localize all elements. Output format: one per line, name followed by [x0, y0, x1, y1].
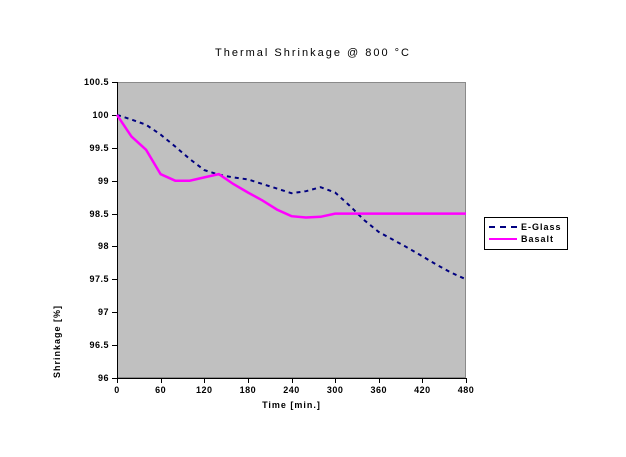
series-line-e-glass — [116, 113, 467, 281]
legend: E-Glass Basalt — [484, 217, 568, 250]
x-tick-label: 180 — [239, 385, 257, 395]
y-tick-label: 99.5 — [89, 142, 109, 153]
eglass-line-sample-icon — [489, 226, 517, 228]
x-tick-label: 120 — [195, 385, 213, 395]
y-tick-label: 98 — [97, 241, 109, 252]
x-tick-label: 300 — [326, 385, 344, 395]
chart-title: Thermal Shrinkage @ 800 °C — [215, 47, 411, 59]
x-tick-label: 0 — [114, 385, 120, 395]
legend-item-basalt: Basalt — [489, 233, 563, 245]
y-tick-label: 99 — [97, 175, 109, 186]
legend-label-eglass: E-Glass — [521, 222, 562, 232]
y-tick-label: 97.5 — [89, 274, 109, 285]
y-tick-label: 100.5 — [83, 77, 109, 87]
x-tick-label: 480 — [457, 385, 475, 395]
legend-item-eglass: E-Glass — [489, 221, 563, 233]
y-tick-label: 97 — [97, 307, 109, 318]
x-tick-label: 240 — [283, 385, 300, 395]
plot-area — [117, 82, 466, 378]
y-tick-label: 100 — [92, 109, 109, 120]
x-tick-label: 360 — [370, 385, 388, 395]
x-tick-label: 420 — [414, 385, 431, 395]
y-tick-label: 96 — [97, 373, 109, 383]
x-tick-label: 60 — [155, 385, 167, 395]
series-line-basalt — [115, 114, 466, 219]
y-tick-label: 98.5 — [89, 208, 109, 219]
legend-label-basalt: Basalt — [521, 234, 555, 244]
y-axis-title: Shrinkage [%] — [52, 304, 62, 378]
basalt-line-sample-icon — [489, 238, 517, 240]
x-axis-title: Time [min.] — [262, 400, 321, 410]
y-tick-label: 96.5 — [89, 340, 109, 351]
